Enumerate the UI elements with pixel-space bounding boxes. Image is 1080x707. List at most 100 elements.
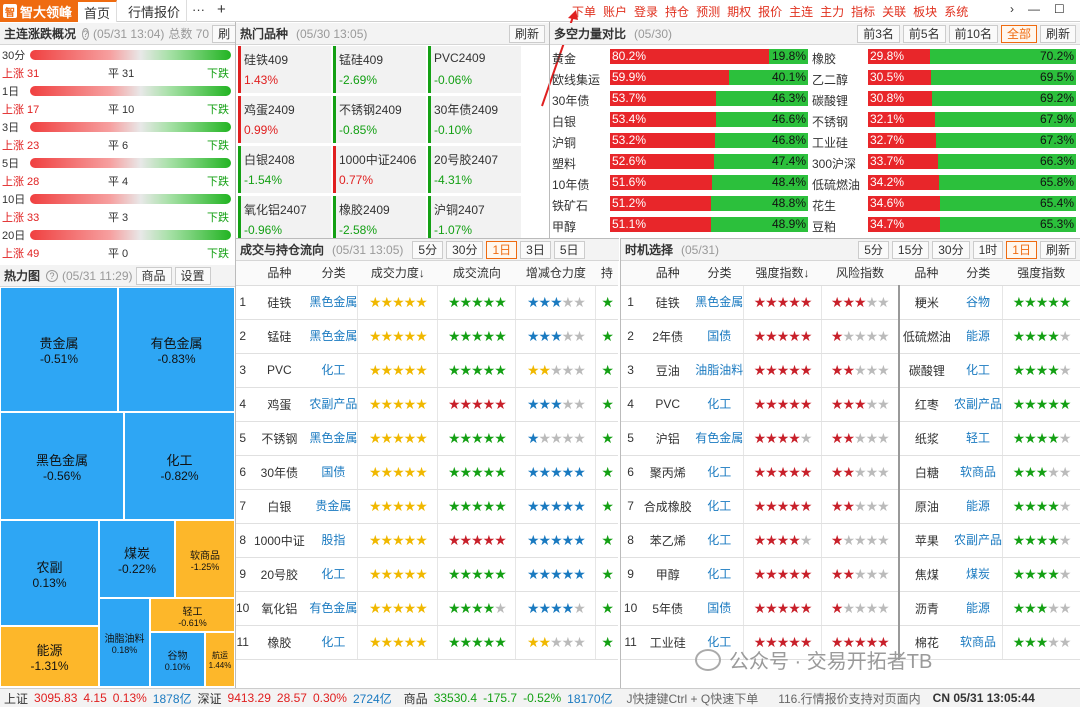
heatmap-tile[interactable]: 农副 0.13% xyxy=(0,520,99,626)
category-link[interactable]: 化工 xyxy=(954,353,1003,388)
category-link[interactable]: 化工 xyxy=(695,557,744,592)
minimize-icon[interactable]: — xyxy=(1028,2,1040,16)
header-cell[interactable]: 强度指数↓ xyxy=(743,261,822,286)
table-row[interactable]: 10 氧化铝 有色金属 ★★★★★ ★★★★★ ★★★★★ ★ xyxy=(236,591,618,626)
more-tabs-icon[interactable]: ··· xyxy=(192,2,205,17)
help-icon[interactable]: ? xyxy=(46,269,59,282)
period-button[interactable]: 刷新 xyxy=(1039,240,1076,259)
category-link[interactable]: 国债 xyxy=(695,591,744,626)
table-row[interactable]: 11 工业硅 化工 ★★★★★ ★★★★★ 棉花 软商品 ★★★★★ xyxy=(621,625,1080,660)
tab-home[interactable]: 首页 xyxy=(78,0,118,22)
menu-item[interactable]: 报价 xyxy=(758,5,783,19)
period-button[interactable]: 5分 xyxy=(412,240,444,259)
table-row[interactable]: 6 30年债 国债 ★★★★★ ★★★★★ ★★★★★ ★ xyxy=(236,455,618,490)
hot-item[interactable]: 鸡蛋2409 0.99% xyxy=(238,96,331,143)
category-link[interactable]: 农副产品 xyxy=(954,523,1003,558)
table-row[interactable]: 3 豆油 油脂油料 ★★★★★ ★★★★★ 碳酸锂 化工 ★★★★★ xyxy=(621,353,1080,388)
table-row[interactable]: 2 锰硅 黑色金属 ★★★★★ ★★★★★ ★★★★★ ★ xyxy=(236,319,618,354)
table-row[interactable]: 5 不锈钢 黑色金属 ★★★★★ ★★★★★ ★★★★★ ★ xyxy=(236,421,618,456)
header-cell[interactable]: 成交流向 xyxy=(437,261,516,286)
table-row[interactable]: 6 聚丙烯 化工 ★★★★★ ★★★★★ 白糖 软商品 ★★★★★ xyxy=(621,455,1080,490)
refresh-button[interactable]: 刷 xyxy=(212,24,235,43)
category-link[interactable]: 化工 xyxy=(309,353,358,388)
menu-item[interactable]: 账户 xyxy=(603,5,628,19)
hot-item[interactable]: 20号胶2407 -4.31% xyxy=(428,146,521,193)
header-cell[interactable]: 持 xyxy=(595,261,618,286)
category-link[interactable]: 化工 xyxy=(695,523,744,558)
category-link[interactable]: 农副产品 xyxy=(309,387,358,422)
commodity-button[interactable]: 商品 xyxy=(135,266,172,285)
maximize-icon[interactable]: ☐ xyxy=(1054,2,1065,16)
table-row[interactable]: 1 硅铁 黑色金属 ★★★★★ ★★★★★ ★★★★★ ★ xyxy=(236,285,618,320)
heatmap-tile[interactable]: 谷物 0.10% xyxy=(150,632,205,687)
heatmap-tile[interactable]: 轻工 -0.61% xyxy=(150,598,235,632)
category-link[interactable]: 能源 xyxy=(954,319,1003,354)
hot-item[interactable]: 橡胶2409 -2.58% xyxy=(333,196,426,238)
hot-item[interactable]: 1000中证2406 0.77% xyxy=(333,146,426,193)
period-button[interactable]: 30分 xyxy=(932,240,970,259)
hot-item[interactable]: 硅铁409 1.43% xyxy=(238,46,331,93)
menu-item[interactable]: 关联 xyxy=(882,5,907,19)
table-row[interactable]: 7 白银 贵金属 ★★★★★ ★★★★★ ★★★★★ ★ xyxy=(236,489,618,524)
header-cell[interactable]: 分类 xyxy=(309,261,358,286)
menu-item[interactable]: 主连 xyxy=(789,5,814,19)
category-link[interactable]: 黑色金属 xyxy=(309,421,358,456)
header-cell[interactable]: 品种 xyxy=(898,261,954,286)
heatmap-tile[interactable]: 黑色金属 -0.56% xyxy=(0,412,124,520)
category-link[interactable]: 国债 xyxy=(309,455,358,490)
category-link[interactable]: 黑色金属 xyxy=(695,285,744,320)
table-row[interactable]: 2 2年债 国债 ★★★★★ ★★★★★ 低硫燃油 能源 ★★★★★ xyxy=(621,319,1080,354)
category-link[interactable]: 化工 xyxy=(309,557,358,592)
period-button[interactable]: 15分 xyxy=(891,240,930,259)
category-link[interactable]: 农副产品 xyxy=(954,387,1003,422)
header-cell[interactable]: 成交力度↓ xyxy=(357,261,438,286)
category-link[interactable]: 煤炭 xyxy=(954,557,1003,592)
heatmap-tile[interactable]: 软商品 -1.25% xyxy=(175,520,235,598)
menu-item[interactable]: 预测 xyxy=(696,5,721,19)
range-button[interactable]: 前5名 xyxy=(902,24,946,43)
period-button[interactable]: 5日 xyxy=(553,240,585,259)
category-link[interactable]: 黑色金属 xyxy=(309,285,358,320)
category-link[interactable]: 能源 xyxy=(954,591,1003,626)
category-link[interactable]: 轻工 xyxy=(954,421,1003,456)
close-icon[interactable]: ✕ xyxy=(1079,2,1080,16)
refresh-button[interactable]: 刷新 xyxy=(508,24,545,43)
heatmap-tile[interactable]: 贵金属 -0.51% xyxy=(0,287,118,412)
period-button[interactable]: 1日 xyxy=(486,240,518,259)
category-link[interactable]: 黑色金属 xyxy=(309,319,358,354)
header-cell[interactable]: 分类 xyxy=(954,261,1003,286)
header-cell[interactable]: 风险指数 xyxy=(821,261,899,286)
category-link[interactable]: 化工 xyxy=(695,455,744,490)
range-button[interactable]: 前10名 xyxy=(948,24,998,43)
table-row[interactable]: 9 甲醇 化工 ★★★★★ ★★★★★ 焦煤 煤炭 ★★★★★ xyxy=(621,557,1080,592)
table-row[interactable]: 5 沪铝 有色金属 ★★★★★ ★★★★★ 纸浆 轻工 ★★★★★ xyxy=(621,421,1080,456)
menu-item[interactable]: 持仓 xyxy=(665,5,690,19)
heatmap-tile[interactable]: 有色金属 -0.83% xyxy=(118,287,235,412)
hot-item[interactable]: 不锈钢2409 -0.85% xyxy=(333,96,426,143)
menu-item[interactable]: 登录 xyxy=(634,5,659,19)
menu-item[interactable]: 期权 xyxy=(727,5,752,19)
heatmap-tile[interactable]: 能源 -1.31% xyxy=(0,626,99,687)
header-cell[interactable]: 增减仓力度 xyxy=(515,261,596,286)
category-link[interactable]: 贵金属 xyxy=(309,489,358,524)
hot-item[interactable]: 沪铜2407 -1.07% xyxy=(428,196,521,238)
hot-item[interactable]: PVC2409 -0.06% xyxy=(428,46,521,93)
chevron-right-icon[interactable]: › xyxy=(1010,2,1014,16)
heatmap-tile[interactable]: 油脂油料 0.18% xyxy=(99,598,150,687)
range-button[interactable]: 前3名 xyxy=(857,24,900,43)
heatmap-tile[interactable]: 化工 -0.82% xyxy=(124,412,235,520)
range-button[interactable]: 全部 xyxy=(1000,24,1037,43)
category-link[interactable]: 谷物 xyxy=(954,285,1003,320)
range-button[interactable]: 刷新 xyxy=(1039,24,1076,43)
table-row[interactable]: 9 20号胶 化工 ★★★★★ ★★★★★ ★★★★★ ★ xyxy=(236,557,618,592)
category-link[interactable]: 化工 xyxy=(695,387,744,422)
header-cell[interactable]: 品种 xyxy=(249,261,310,286)
period-button[interactable]: 30分 xyxy=(446,240,484,259)
menu-item[interactable]: 系统 xyxy=(944,5,969,19)
hot-item[interactable]: 锰硅409 -2.69% xyxy=(333,46,426,93)
header-cell[interactable]: 品种 xyxy=(640,261,696,286)
table-row[interactable]: 8 1000中证 股指 ★★★★★ ★★★★★ ★★★★★ ★ xyxy=(236,523,618,558)
category-link[interactable]: 有色金属 xyxy=(309,591,358,626)
table-row[interactable]: 1 硅铁 黑色金属 ★★★★★ ★★★★★ 粳米 谷物 ★★★★★ xyxy=(621,285,1080,320)
hot-item[interactable]: 氧化铝2407 -0.96% xyxy=(238,196,331,238)
